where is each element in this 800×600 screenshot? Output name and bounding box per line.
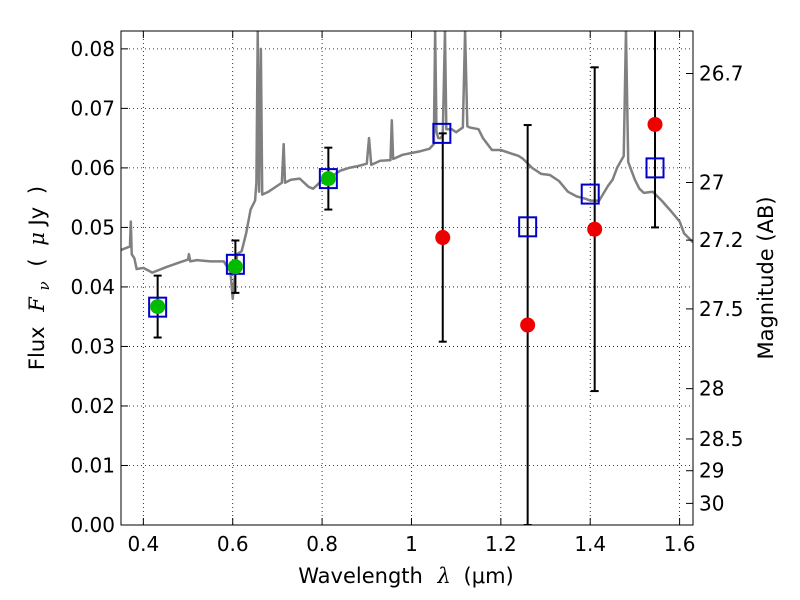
magnitude-tick-label: 27.2 — [699, 228, 744, 252]
x-tick-label: 0.8 — [306, 532, 338, 556]
y-tick-label: 0.02 — [70, 394, 115, 418]
plot-frame — [120, 30, 694, 526]
x-tick-label: 1.6 — [664, 532, 696, 556]
y-axis-label-symbol: F — [25, 296, 49, 313]
observed-point — [227, 259, 243, 275]
grid — [121, 31, 693, 526]
y-tick-label: 0.00 — [70, 513, 115, 537]
x-axis-label-text: Wavelength — [298, 564, 423, 588]
y-tick-label: 0.03 — [70, 334, 115, 358]
x-axis-label: Wavelength λ (μm) — [298, 564, 513, 588]
magnitude-tick-label: 27.5 — [699, 297, 744, 321]
magnitude-tick-label: 28 — [699, 377, 724, 401]
x-axis-label-unit: (μm) — [464, 564, 514, 588]
observed-point — [320, 171, 336, 187]
model-photometry-square — [432, 122, 452, 144]
model-photometry-square — [645, 157, 665, 179]
magnitude-tick-label: 28.5 — [699, 427, 744, 451]
observed-points — [150, 116, 663, 333]
magnitude-tick-label: 29 — [699, 459, 724, 483]
y-axis-label-subscript: ν — [35, 281, 53, 290]
y-tick-label: 0.06 — [70, 156, 115, 180]
model-spectrum-line — [121, 31, 693, 301]
x-tick-label: 0.6 — [217, 532, 249, 556]
y-tick-label: 0.08 — [70, 37, 115, 61]
y-axis-label-text: Flux — [25, 326, 49, 370]
observed-point — [647, 116, 663, 132]
observed-point — [150, 299, 166, 315]
y-axis-label: Flux F ν ( μ Jy ) — [25, 186, 54, 370]
x-tick-label: 0.4 — [127, 532, 159, 556]
observed-point — [435, 230, 451, 246]
y-tick-label: 0.07 — [70, 96, 115, 120]
x-tick-label: 1.2 — [485, 532, 517, 556]
magnitude-tick-label: 30 — [699, 491, 724, 515]
y-tick-label: 0.04 — [70, 275, 115, 299]
observed-point — [520, 317, 536, 333]
y-axis-ticks: 0.00 0.01 0.02 0.03 0.04 0.05 0.06 0.07 0.08 — [70, 37, 128, 537]
y-axis-label-close: ) — [25, 186, 49, 194]
magnitude-tick-label: 26.7 — [699, 62, 744, 86]
model-photometry-square — [518, 216, 538, 238]
y-axis-label-open: ( — [25, 258, 49, 266]
x-axis-label-symbol: λ — [437, 564, 451, 588]
y-axis-label-mu: μ — [25, 232, 49, 246]
model-photometry-square — [318, 168, 338, 190]
y-axis-label-unit: Jy — [25, 207, 49, 228]
x-axis-ticks: 0.4 0.6 0.8 1 1.2 1.4 1.6 — [127, 31, 696, 556]
x-tick-label: 1 — [405, 532, 418, 556]
model-photometry-square — [580, 183, 600, 205]
y-tick-label: 0.05 — [70, 215, 115, 239]
x-tick-label: 1.4 — [574, 532, 606, 556]
observed-point — [587, 221, 603, 237]
magnitude-axis-ticks: 26.7 27 27.2 27.5 28 28.5 29 30 — [686, 62, 744, 515]
y-tick-label: 0.01 — [70, 453, 115, 477]
model-photometry-square — [148, 296, 168, 318]
magnitude-tick-label: 27 — [699, 171, 724, 195]
magnitude-axis-label: Magnitude (AB) — [754, 196, 778, 359]
